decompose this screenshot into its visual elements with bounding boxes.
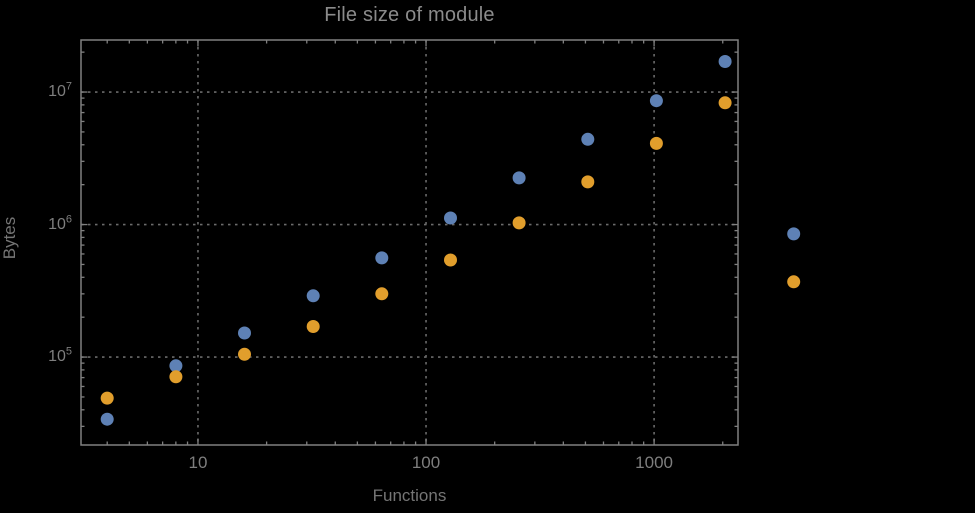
x-tick-label: 1000: [635, 453, 673, 472]
y-tick-label: 107: [48, 80, 72, 101]
data-point-blue: [649, 94, 663, 108]
data-point-blue: [444, 211, 457, 225]
data-point-orange: [649, 136, 663, 150]
data-point-orange: [169, 370, 183, 384]
data-point-blue: [718, 55, 732, 68]
data-point-orange: [306, 320, 320, 333]
x-tick-label: 100: [411, 453, 441, 472]
data-point-blue: [100, 412, 114, 426]
y-tick-exponent: 5: [65, 345, 72, 358]
y-tick-exponent: 6: [65, 213, 72, 226]
data-point-blue: [787, 227, 801, 241]
chart-title: File size of module: [324, 4, 495, 26]
data-point-blue: [169, 359, 183, 373]
y-tick-label: 106: [48, 213, 72, 233]
plot-frame: [80, 39, 739, 446]
data-point-orange: [787, 275, 801, 289]
data-point-orange: [100, 391, 114, 405]
data-point-orange: [581, 175, 595, 189]
x-tick-label: 10: [188, 453, 208, 472]
y-tick-label: 105: [48, 345, 72, 366]
data-point-blue: [375, 251, 389, 265]
data-point-orange: [718, 96, 732, 110]
data-point-blue: [306, 289, 320, 303]
data-point-orange: [238, 347, 251, 361]
data-point-orange: [444, 253, 457, 267]
data-point-blue: [238, 326, 251, 340]
data-point-blue: [512, 171, 526, 185]
data-point-blue: [581, 132, 595, 146]
x-axis-label: Functions: [372, 486, 447, 505]
data-point-orange: [512, 216, 526, 230]
y-tick-exponent: 7: [65, 80, 72, 93]
y-axis-label: Bytes: [0, 216, 19, 260]
data-point-orange: [375, 287, 389, 301]
